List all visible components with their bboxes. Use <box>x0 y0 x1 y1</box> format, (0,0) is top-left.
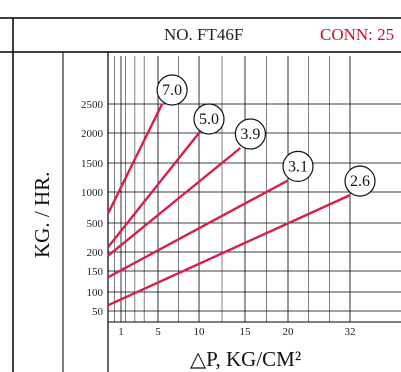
series-label-2.6: 2.6 <box>350 173 370 190</box>
chart-frame <box>0 17 401 372</box>
series-bubble-3.9 <box>234 118 266 150</box>
series-line-3.9 <box>107 147 242 257</box>
y-tick-label: 150 <box>87 266 104 278</box>
series-label-3.9: 3.9 <box>240 126 260 143</box>
y-tick-label: 500 <box>87 218 104 230</box>
series-bubble-2.6 <box>344 165 376 197</box>
series-line-7.0 <box>106 103 164 215</box>
series-layer <box>106 103 351 307</box>
y-axis-label: KG. / HR. <box>30 172 54 258</box>
series-line-5.0 <box>107 132 200 248</box>
series-bubble-7.0 <box>156 74 188 106</box>
series-label-3.1: 3.1 <box>288 158 308 175</box>
y-tick-label: 50 <box>92 306 104 318</box>
series-labels: 7.0 5.0 3.9 3.1 2.6 <box>156 74 376 197</box>
x-tick-label: 20 <box>283 326 295 338</box>
series-label-7.0: 7.0 <box>162 82 182 99</box>
y-tick-label: 100 <box>87 287 104 299</box>
y-tick-label: 1500 <box>81 158 104 170</box>
series-bubble-3.1 <box>282 150 314 182</box>
series-label-5.0: 5.0 <box>199 111 219 128</box>
x-tick-label: 5 <box>155 326 161 338</box>
series-line-2.6 <box>107 194 351 307</box>
x-tick-label: 15 <box>240 326 252 338</box>
y-tick-label: 200 <box>87 247 104 259</box>
y-tick-label: 1000 <box>81 187 104 199</box>
x-axis-label: △P, KG/CM² <box>190 347 301 371</box>
y-tick-label: 2500 <box>81 99 104 111</box>
connection-size: CONN: 25 <box>320 25 394 44</box>
series-bubble-5.0 <box>193 103 225 135</box>
x-tick-label: 10 <box>194 326 206 338</box>
x-tick-label: 1 <box>118 326 124 338</box>
x-tick-label: 32 <box>345 326 356 338</box>
y-tick-label: 2000 <box>81 128 104 140</box>
model-number: NO. FT46F <box>164 25 243 44</box>
series-line-3.1 <box>107 179 289 279</box>
